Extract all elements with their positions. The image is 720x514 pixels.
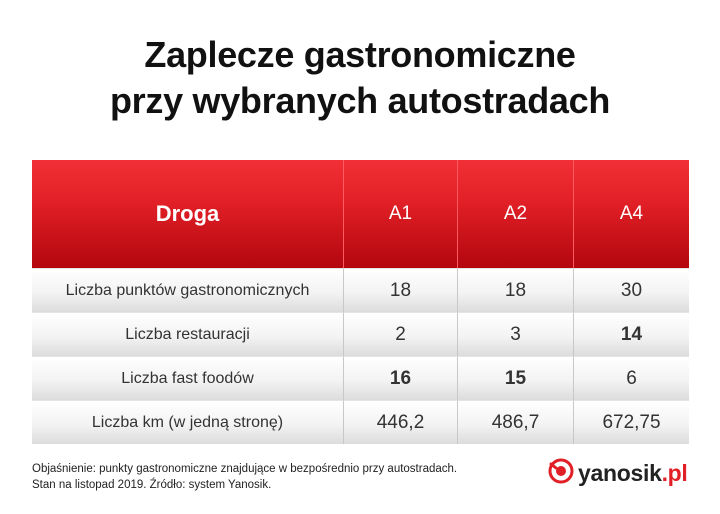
table-cell-highlight: 15 [458,356,574,400]
table-cell: 18 [344,268,458,312]
page-title: Zaplecze gastronomiczne przy wybranych a… [0,32,720,124]
header-cell-droga: Droga [32,160,344,268]
title-line-1: Zaplecze gastronomiczne [144,34,576,75]
data-table: Droga A1 A2 A4 Liczba punktów gastronomi… [32,160,689,444]
table-cell: 2 [344,312,458,356]
table-cell: 30 [574,268,689,312]
table-cell: 486,7 [458,400,574,444]
logo-suffix: .pl [661,460,688,486]
row-label: Liczba punktów gastronomicznych [32,268,344,312]
table-cell: 18 [458,268,574,312]
logo-name: yanosik [578,460,662,486]
table-row: Liczba fast foodów 16 15 6 [32,356,689,400]
header-cell-a4: A4 [574,160,689,268]
table-cell-highlight: 16 [344,356,458,400]
footnote: Objaśnienie: punkty gastronomiczne znajd… [32,461,457,493]
title-line-2: przy wybranych autostradach [109,80,611,121]
table-row: Liczba km (w jedną stronę) 446,2 486,7 6… [32,400,689,444]
table-row: Liczba punktów gastronomicznych 18 18 30 [32,268,689,312]
row-label: Liczba fast foodów [32,356,344,400]
row-label: Liczba km (w jedną stronę) [32,400,344,444]
table-cell: 672,75 [574,400,689,444]
table-cell: 446,2 [344,400,458,444]
yanosik-logo: yanosik.pl [548,458,688,489]
table-cell: 6 [574,356,689,400]
header-cell-a2: A2 [458,160,574,268]
yanosik-pin-icon [548,458,574,489]
footnote-line-1: Objaśnienie: punkty gastronomiczne znajd… [32,463,458,475]
table-cell-highlight: 14 [574,312,689,356]
table-row: Liczba restauracji 2 3 14 [32,312,689,356]
footnote-line-2: Stan na listopad 2019. Źródło: system Ya… [32,479,272,491]
table-cell: 3 [458,312,574,356]
table-header: Droga A1 A2 A4 [32,160,689,268]
header-cell-a1: A1 [344,160,458,268]
row-label: Liczba restauracji [32,312,344,356]
